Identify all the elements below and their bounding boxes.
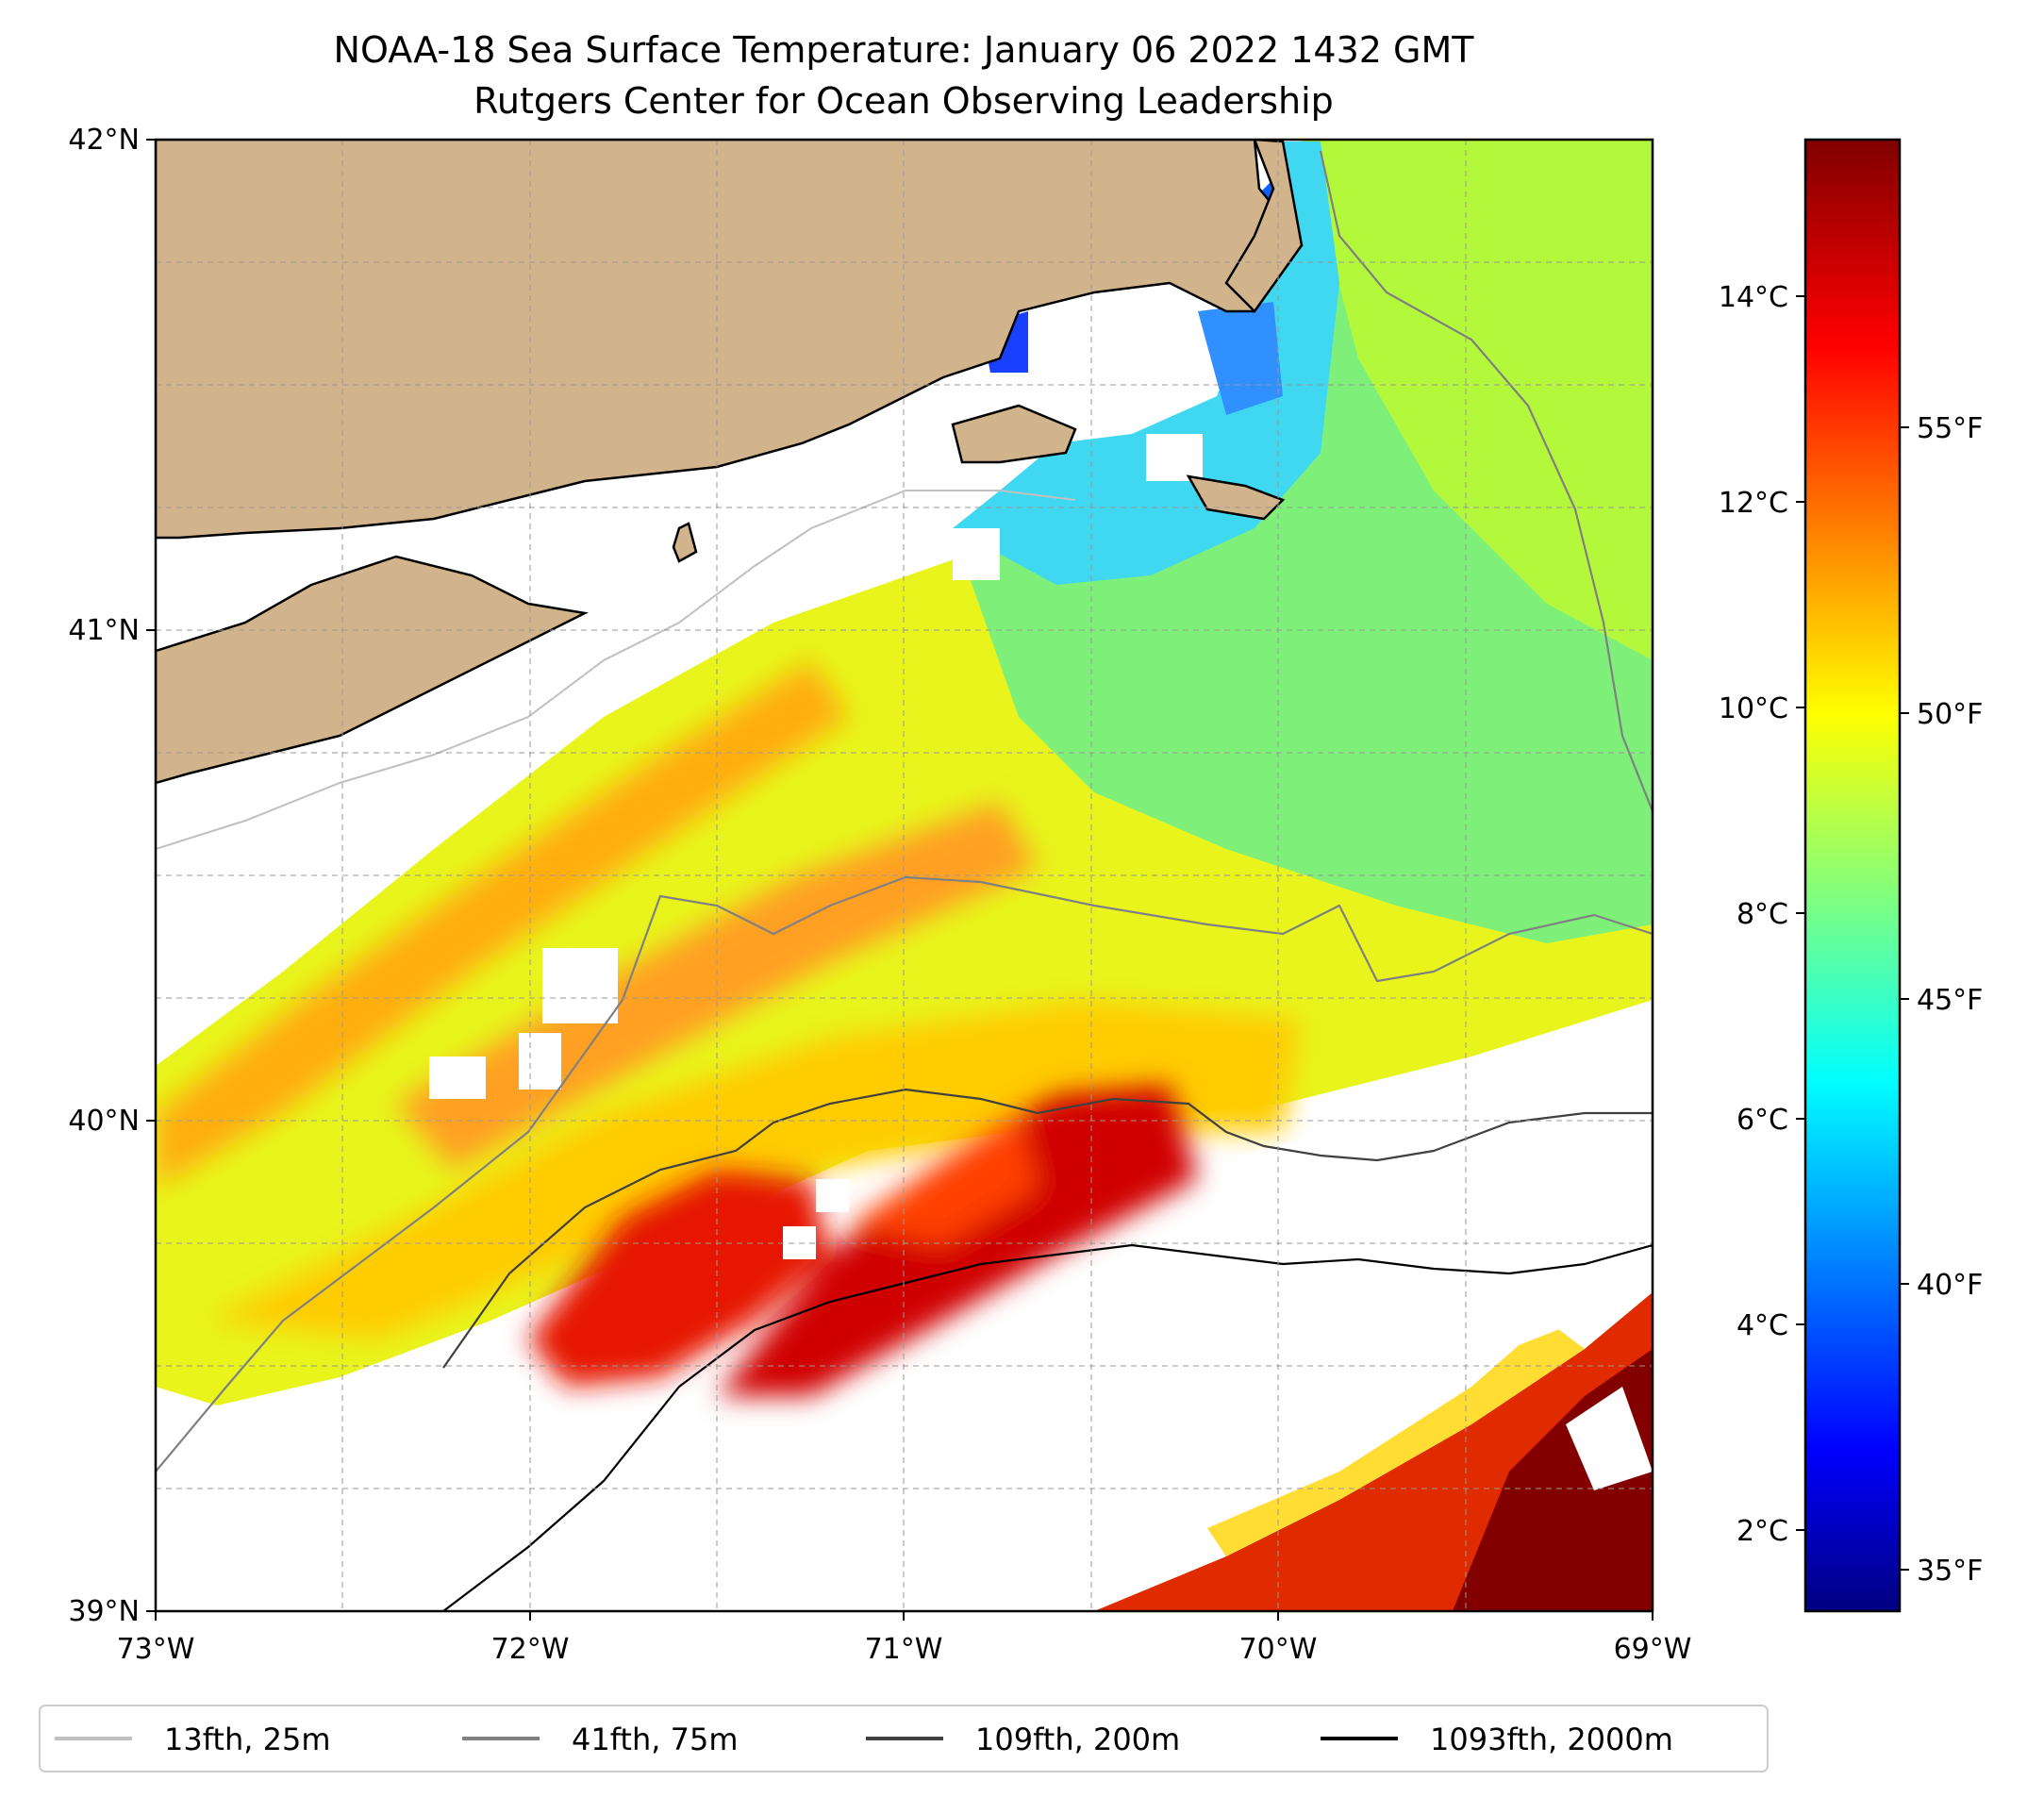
y-tick-label: 40°N (68, 1105, 140, 1138)
fahrenheit-tick-label: 50°F (1917, 698, 1983, 731)
sst-warm-streak-1 (156, 660, 849, 1189)
colorbar-gradient (1803, 138, 1902, 1613)
x-tick-label: 73°W (117, 1633, 195, 1666)
isobath-200m (442, 1088, 1653, 1369)
chart-title: NOAA-18 Sea Surface Temperature: January… (334, 29, 1475, 71)
x-tick-label: 70°W (1239, 1633, 1318, 1666)
colorbar: 14°C 12°C 10°C 8°C 6°C 4°C 2°C 55°F 50°F… (1719, 138, 1983, 1613)
y-axis-labels: 42°N 41°N 40°N 39°N (68, 124, 140, 1628)
colorbar-fahrenheit-ticks (1900, 426, 1909, 1571)
sst-warm-streak-3 (208, 1000, 1302, 1339)
y-tick-label: 42°N (68, 124, 140, 157)
fahrenheit-tick-label: 40°F (1917, 1269, 1983, 1302)
sst-cold-coastal (953, 141, 1339, 585)
celsius-tick-label: 14°C (1719, 281, 1788, 314)
gridlines (156, 140, 1653, 1611)
celsius-tick-label: 8°C (1737, 898, 1788, 931)
x-tick-label: 71°W (865, 1633, 943, 1666)
sst-warm-core-2 (717, 1085, 1198, 1396)
x-axis-labels: 73°W 72°W 71°W 70°W 69°W (117, 1633, 1692, 1666)
chart-subtitle: Rutgers Center for Ocean Observing Leade… (474, 80, 1334, 122)
legend-label-200m: 109fth, 200m (975, 1722, 1180, 1757)
land-long-island (156, 555, 589, 785)
isobath-75m (156, 875, 1653, 1473)
land-block-island (672, 522, 698, 563)
cloud-gaps (429, 434, 1653, 1490)
isobath-25m (156, 490, 1076, 850)
legend: 13fth, 25m 41fth, 75m 109fth, 200m 1093f… (39, 1705, 1769, 1772)
sst-warm-core-3 (849, 1113, 1038, 1245)
celsius-tick-label: 2°C (1737, 1515, 1788, 1548)
fahrenheit-tick-label: 55°F (1917, 412, 1983, 445)
celsius-tick-label: 12°C (1719, 487, 1788, 520)
isobath-75m-ne (1319, 150, 1653, 812)
x-tick-label: 72°W (491, 1633, 570, 1666)
celsius-tick-label: 4°C (1737, 1309, 1788, 1342)
y-tick-label: 39°N (68, 1595, 140, 1628)
legend-label-2000m: 1093fth, 2000m (1430, 1722, 1673, 1757)
sst-map (156, 140, 1653, 1611)
x-tick-label: 69°W (1614, 1633, 1692, 1666)
land (156, 140, 1304, 785)
sst-gulf-stream-edge (1207, 1321, 1585, 1556)
fahrenheit-tick-label: 45°F (1917, 984, 1983, 1017)
y-tick-label: 41°N (68, 614, 140, 647)
colorbar-celsius-ticks (1796, 295, 1805, 1531)
land-marthas-vineyard (951, 404, 1077, 464)
sst-warm-core-1 (528, 1170, 830, 1387)
legend-label-25m: 13fth, 25m (164, 1722, 330, 1757)
axis-tick-marks (146, 139, 1653, 1621)
isobath-2000m (442, 1243, 1653, 1611)
sst-band-lime (1302, 140, 1653, 660)
sst-cold-spot-3 (1198, 302, 1283, 415)
celsius-tick-label: 10°C (1719, 692, 1788, 725)
land-nantucket (1186, 474, 1286, 521)
land-cape-cod (1224, 140, 1304, 313)
fahrenheit-tick-label: 35°F (1917, 1555, 1983, 1588)
celsius-tick-label: 6°C (1737, 1104, 1788, 1137)
isobaths (156, 150, 1653, 1611)
legend-label-75m: 41fth, 75m (572, 1722, 738, 1757)
